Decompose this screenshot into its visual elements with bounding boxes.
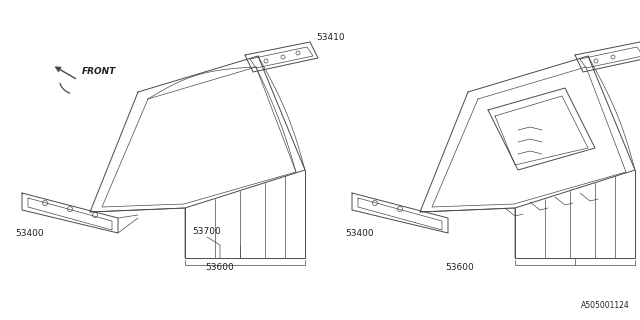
Text: 53700: 53700 — [192, 228, 221, 236]
Text: 53410: 53410 — [316, 34, 344, 43]
Text: 53600: 53600 — [205, 263, 234, 273]
Text: 53600: 53600 — [445, 263, 474, 273]
Text: 53400: 53400 — [15, 229, 44, 238]
Text: 53400: 53400 — [345, 229, 374, 238]
Text: A505001124: A505001124 — [581, 301, 630, 310]
Text: FRONT: FRONT — [82, 68, 116, 76]
